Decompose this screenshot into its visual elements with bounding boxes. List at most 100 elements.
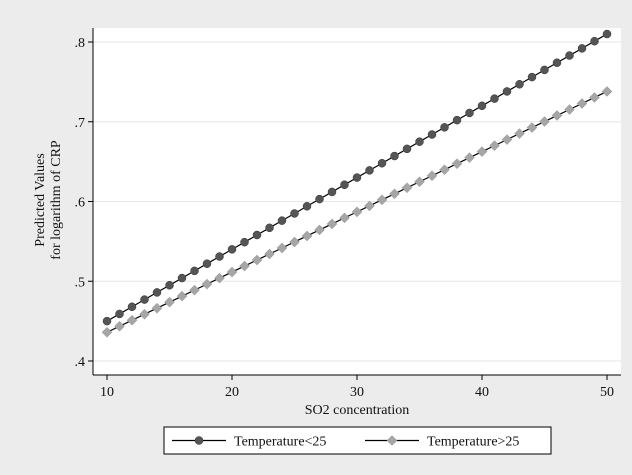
series-point (476, 146, 488, 157)
series-point (226, 266, 238, 278)
series-point (577, 44, 587, 53)
series-point (477, 101, 487, 111)
x-tick-label: 20 (225, 385, 239, 400)
series-point (514, 128, 525, 139)
x-tick-label: 50 (600, 385, 614, 400)
series-point (501, 134, 513, 145)
x-tick-label: 40 (475, 385, 489, 400)
series-point (115, 309, 124, 319)
y-axis-title-line-1: Predicted Values (33, 153, 48, 246)
series-point (502, 87, 512, 96)
legend-item-2: Temperature>25 (365, 435, 519, 450)
series-point (215, 252, 224, 261)
series-point (552, 58, 562, 67)
series-point (277, 216, 287, 225)
series-point (415, 137, 424, 146)
series-point (427, 130, 437, 139)
series-point (101, 327, 113, 338)
series-point (290, 209, 299, 218)
x-tick-label: 30 (350, 385, 364, 400)
y-tick-label: .7 (75, 116, 86, 131)
series-point (352, 173, 362, 182)
x-axis-title: SO2 concentration (305, 403, 410, 418)
series-point (439, 164, 450, 176)
series-point (289, 236, 300, 248)
series-point (139, 308, 150, 320)
series-point (426, 170, 438, 182)
series-point (251, 254, 263, 266)
series-point (565, 51, 574, 60)
series-point (164, 296, 175, 308)
series-point (602, 29, 612, 39)
series-point (590, 36, 599, 46)
legend: Temperature<25 Temperature>25 (163, 426, 552, 455)
series-point (126, 314, 138, 326)
series-point (114, 320, 125, 332)
series-point (564, 104, 575, 115)
series-point (301, 230, 313, 242)
series-point (515, 80, 524, 89)
series-point (252, 230, 262, 240)
series-point (202, 259, 212, 268)
series-point (151, 302, 163, 314)
series-point (127, 302, 137, 312)
series-point (340, 180, 349, 190)
series-point (402, 144, 412, 154)
series-layer (101, 29, 613, 338)
series-point (326, 218, 338, 230)
series-point (214, 272, 225, 284)
series-point (589, 92, 600, 103)
series-point (351, 206, 363, 218)
legend-item-1: Temperature<25 (172, 435, 326, 450)
series-point (376, 194, 388, 206)
series-point (152, 288, 162, 297)
series-point (276, 242, 288, 254)
series-point (401, 182, 413, 194)
series-point (527, 72, 537, 82)
series-point (551, 110, 563, 121)
series-point (365, 166, 374, 175)
legend-marker (386, 435, 398, 446)
series-point (102, 316, 112, 326)
series-point (364, 200, 375, 212)
series-point (452, 115, 462, 125)
series-point (176, 290, 188, 302)
series-point (451, 158, 463, 169)
series-point (264, 248, 275, 260)
series-point (190, 266, 199, 276)
series-point (390, 151, 399, 161)
series-point (165, 280, 174, 290)
series-point (302, 202, 312, 211)
series-point (201, 278, 213, 290)
y-tick-label: .8 (75, 36, 86, 51)
legend-marker (194, 436, 204, 445)
series-point (489, 140, 500, 151)
series-point (177, 273, 187, 283)
y-tick-label: .5 (75, 275, 86, 290)
series-point (240, 237, 249, 247)
series-2 (101, 86, 613, 338)
legend-label: Temperature>25 (427, 435, 519, 450)
y-tick-label: .6 (75, 196, 86, 211)
series-point (140, 295, 149, 304)
series-point (526, 122, 538, 133)
series-point (189, 284, 200, 296)
series-1 (102, 29, 612, 326)
series-point (490, 94, 499, 103)
series-point (327, 187, 337, 197)
series-point (576, 98, 588, 109)
x-tick-label: 10 (100, 385, 114, 400)
series-point (465, 108, 474, 118)
series-point (440, 123, 449, 132)
legend-label: Temperature<25 (234, 435, 326, 450)
series-point (265, 223, 274, 233)
series-point (464, 152, 475, 163)
series-point (414, 176, 425, 188)
legend-box (163, 426, 552, 455)
series-point (601, 86, 613, 97)
series-point (239, 260, 250, 272)
series-point (227, 245, 237, 254)
y-axis-title-line-2: for logarithm of CRP (49, 140, 64, 260)
